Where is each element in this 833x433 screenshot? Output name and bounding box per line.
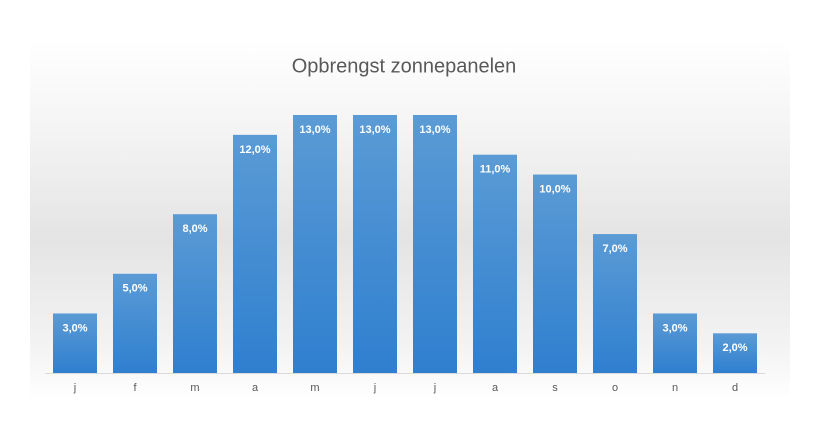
bar bbox=[173, 214, 217, 373]
value-label: 13,0% bbox=[359, 124, 390, 136]
x-tick-label: m bbox=[310, 382, 319, 394]
bar bbox=[413, 115, 457, 373]
value-label: 2,0% bbox=[722, 342, 747, 354]
value-label: 13,0% bbox=[419, 124, 450, 136]
x-tick-label: a bbox=[252, 382, 259, 394]
x-tick-label: f bbox=[133, 382, 137, 394]
bar bbox=[233, 134, 277, 373]
bar bbox=[293, 115, 337, 373]
value-label: 11,0% bbox=[480, 164, 511, 176]
value-label: 7,0% bbox=[602, 243, 627, 255]
x-tick-label: a bbox=[492, 382, 499, 394]
chart-title: Opbrengst zonnepanelen bbox=[292, 55, 517, 77]
bar bbox=[113, 273, 157, 373]
bar bbox=[53, 313, 97, 373]
bar bbox=[533, 174, 577, 373]
value-label: 13,0% bbox=[299, 124, 330, 136]
x-tick-label: j bbox=[373, 382, 376, 394]
x-tick-label: j bbox=[433, 382, 436, 394]
value-label: 3,0% bbox=[662, 322, 687, 334]
value-label: 5,0% bbox=[122, 283, 147, 295]
x-tick-label: n bbox=[672, 382, 678, 394]
x-tick-label: o bbox=[612, 382, 618, 394]
bar bbox=[353, 115, 397, 373]
value-label: 8,0% bbox=[182, 223, 207, 235]
x-tick-label: j bbox=[73, 382, 76, 394]
x-tick-label: s bbox=[552, 382, 558, 394]
bar bbox=[713, 333, 757, 373]
x-tick-label: m bbox=[190, 382, 199, 394]
value-label: 10,0% bbox=[539, 183, 570, 195]
value-label: 12,0% bbox=[239, 144, 270, 156]
bar bbox=[593, 234, 637, 373]
x-tick-label: d bbox=[732, 382, 738, 394]
bar bbox=[473, 154, 517, 373]
value-label: 3,0% bbox=[62, 322, 87, 334]
bar bbox=[653, 313, 697, 373]
